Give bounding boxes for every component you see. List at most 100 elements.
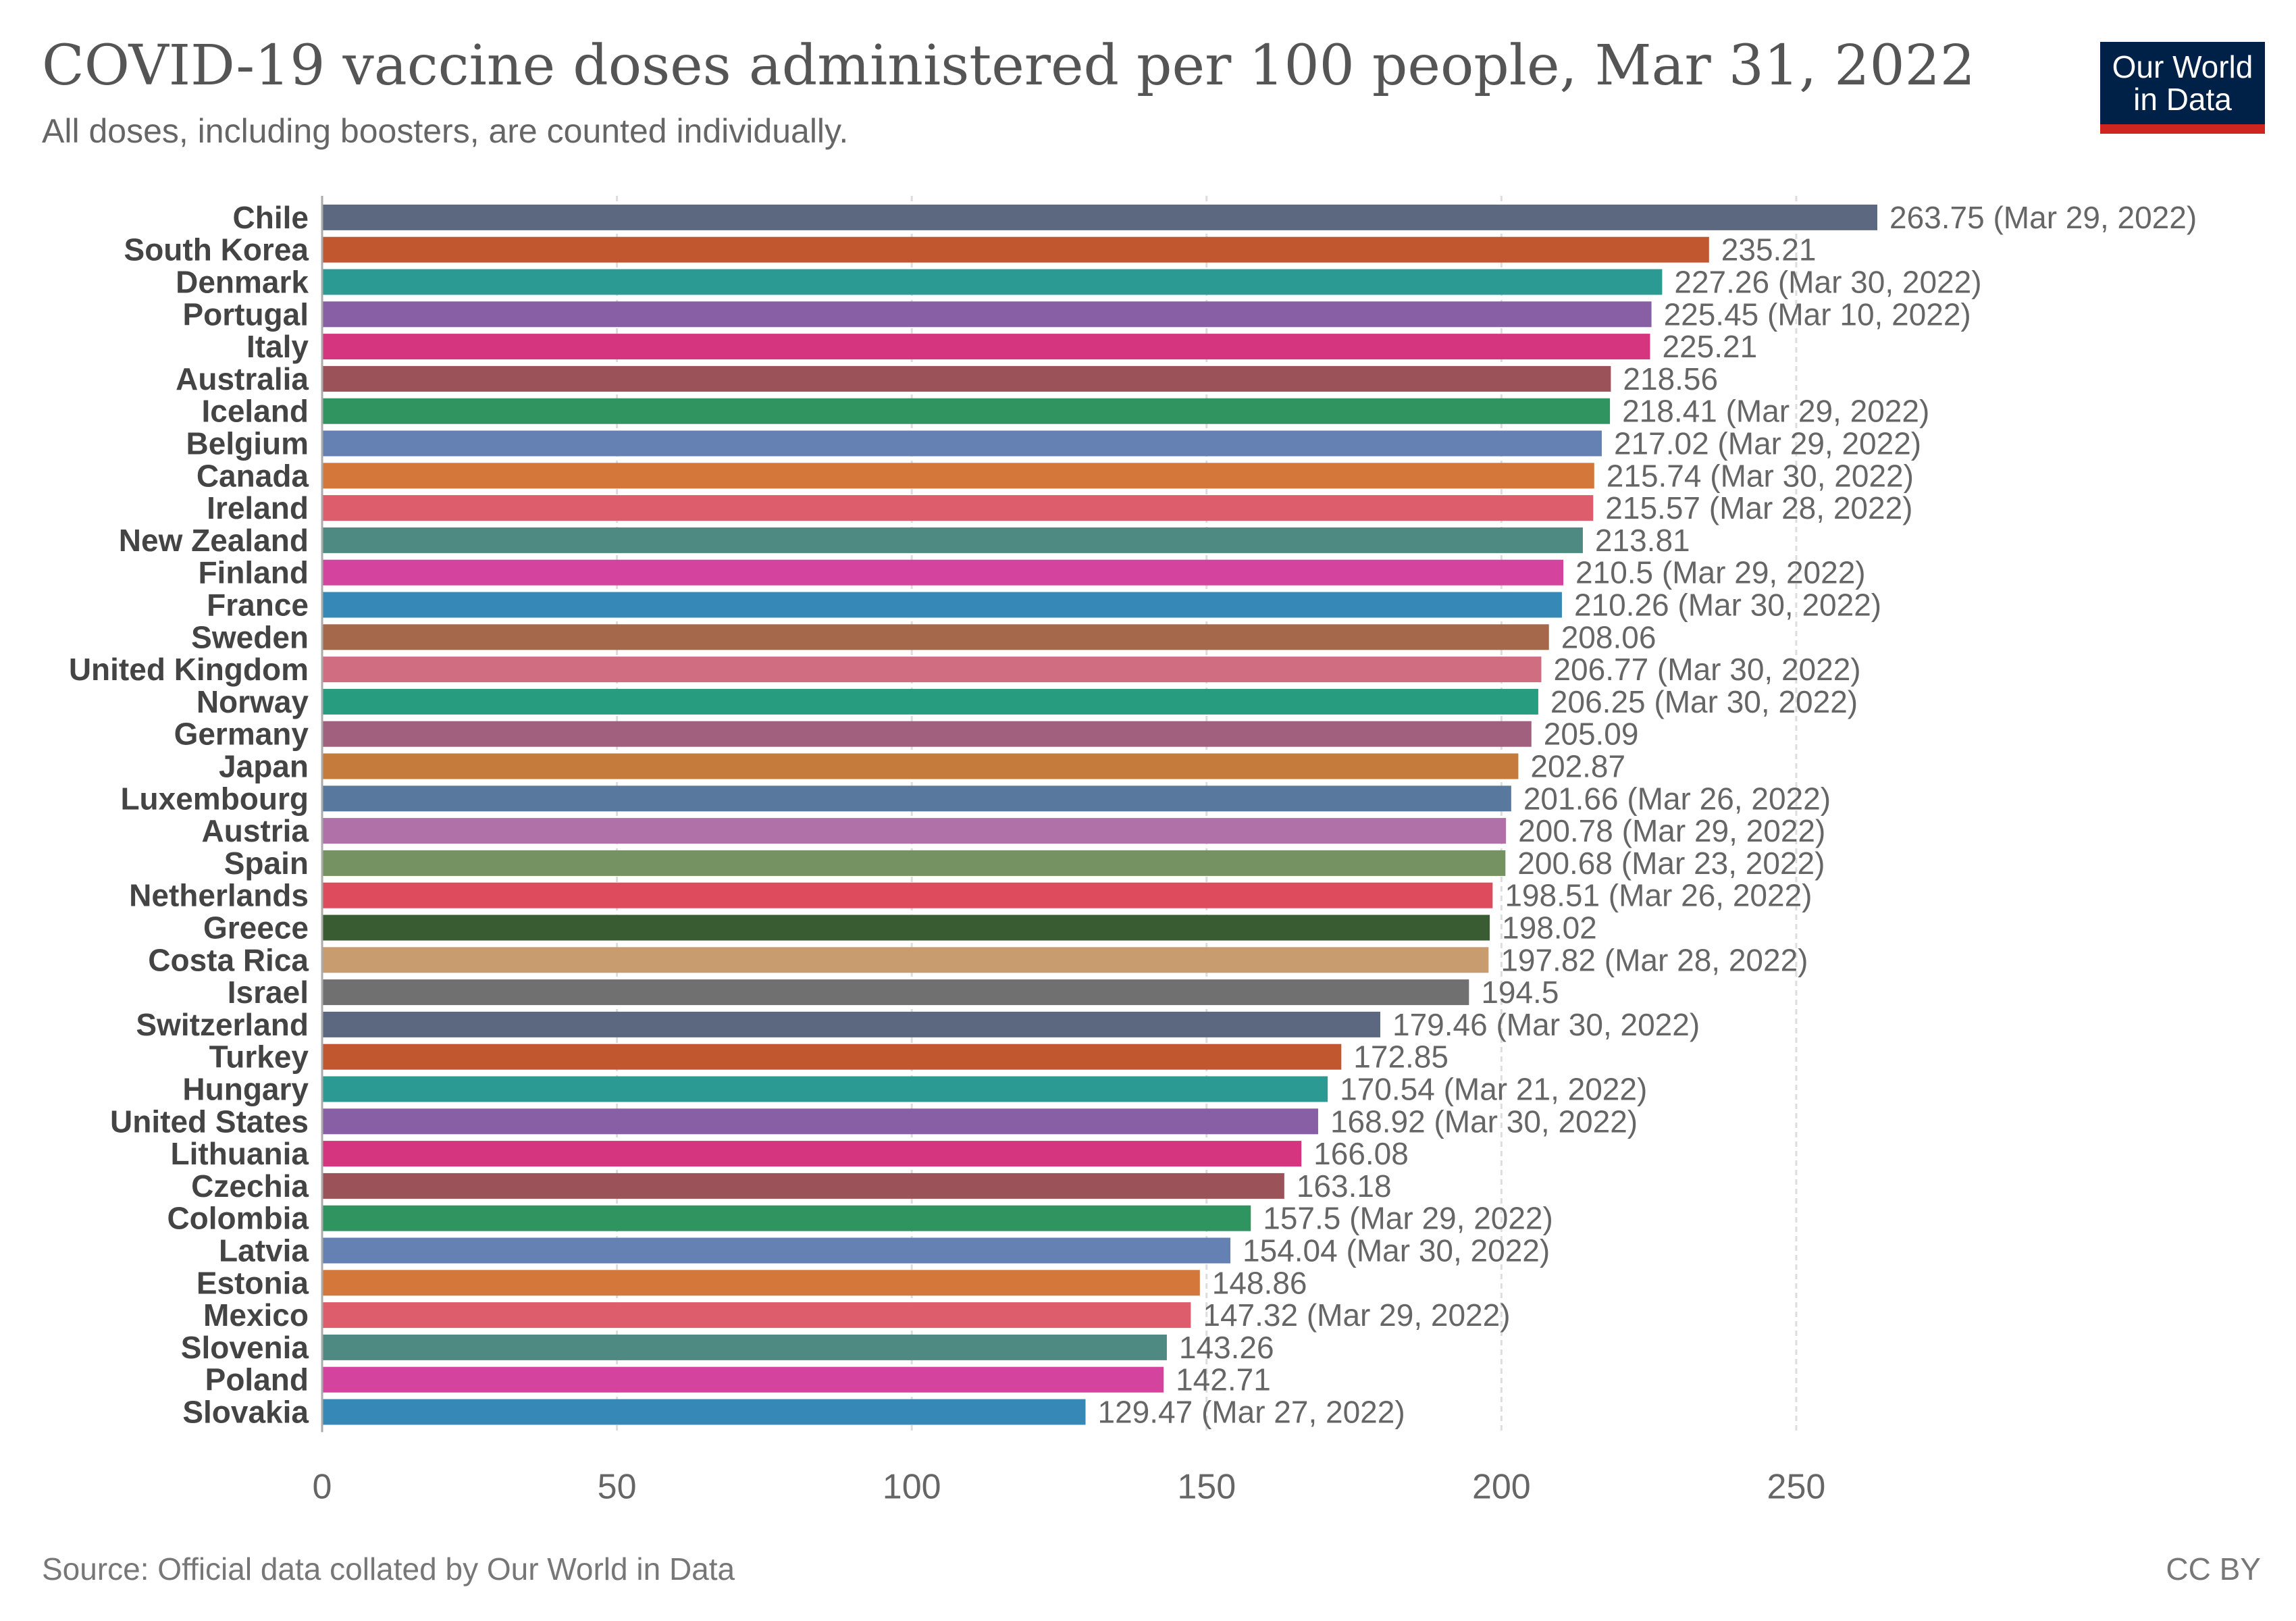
x-tick-label: 200: [1472, 1467, 1531, 1506]
logo-line-2: in Data: [2133, 82, 2232, 117]
bar: [322, 915, 1490, 941]
chart-title: COVID-19 vaccine doses administered per …: [42, 34, 1975, 98]
value-label: 213.81: [1595, 523, 1690, 558]
bar: [322, 1173, 1284, 1199]
value-label: 143.26: [1179, 1330, 1274, 1365]
category-label: Mexico: [203, 1297, 309, 1333]
category-label: Iceland: [201, 394, 309, 429]
value-label: 142.71: [1176, 1362, 1271, 1397]
bar: [322, 657, 1542, 683]
category-label: Switzerland: [136, 1007, 309, 1042]
bar: [322, 301, 1652, 328]
value-label: 168.92 (Mar 30, 2022): [1330, 1104, 1638, 1139]
bar: [322, 786, 1511, 812]
chart-subtitle: All doses, including boosters, are count…: [42, 112, 849, 150]
value-label: 205.09: [1544, 717, 1639, 752]
value-label: 206.77 (Mar 30, 2022): [1553, 652, 1860, 687]
value-label: 147.32 (Mar 29, 2022): [1203, 1297, 1510, 1333]
bar: [322, 365, 1611, 392]
value-label: 208.06: [1561, 619, 1656, 654]
value-label: 206.25 (Mar 30, 2022): [1550, 684, 1858, 719]
bar: [322, 979, 1469, 1006]
x-tick-label: 250: [1767, 1467, 1826, 1506]
category-label: New Zealand: [119, 523, 309, 558]
bar: [322, 204, 1877, 230]
category-label: Chile: [233, 200, 309, 235]
category-label: Canada: [197, 458, 309, 493]
value-label: 263.75 (Mar 29, 2022): [1889, 200, 2197, 235]
category-label: Latvia: [219, 1233, 309, 1268]
bar: [322, 947, 1489, 973]
value-label: 200.78 (Mar 29, 2022): [1518, 813, 1825, 848]
bar: [322, 495, 1594, 521]
value-label: 166.08: [1313, 1136, 1409, 1171]
category-label: Slovakia: [182, 1395, 309, 1430]
category-label: Portugal: [182, 297, 309, 332]
value-label: 210.26 (Mar 30, 2022): [1574, 588, 1881, 623]
value-label: 157.5 (Mar 29, 2022): [1263, 1201, 1553, 1236]
value-label: 129.47 (Mar 27, 2022): [1098, 1395, 1405, 1430]
value-label: 210.5 (Mar 29, 2022): [1575, 555, 1866, 590]
value-label: 235.21: [1721, 232, 1817, 267]
value-label: 197.82 (Mar 28, 2022): [1501, 942, 1808, 977]
x-tick-label: 100: [883, 1467, 941, 1506]
category-label: Netherlands: [129, 878, 309, 913]
category-label: Belgium: [186, 426, 309, 461]
x-tick-label: 0: [313, 1467, 332, 1506]
category-label: Colombia: [167, 1201, 309, 1236]
category-label: Denmark: [176, 265, 309, 300]
bar: [322, 1366, 1164, 1393]
bar: [322, 1044, 1342, 1070]
value-label: 194.5: [1481, 975, 1559, 1010]
category-label: Italy: [246, 329, 309, 364]
value-label: 218.41 (Mar 29, 2022): [1622, 394, 1929, 429]
x-tick-label: 150: [1177, 1467, 1236, 1506]
bar: [322, 624, 1549, 650]
value-label: 215.74 (Mar 30, 2022): [1607, 458, 1914, 493]
value-label: 215.57 (Mar 28, 2022): [1605, 490, 1912, 525]
category-label: Germany: [174, 717, 309, 752]
value-label: 172.85: [1353, 1039, 1449, 1075]
category-label: Australia: [176, 361, 309, 396]
value-label: 179.46 (Mar 30, 2022): [1392, 1007, 1700, 1042]
bar: [322, 850, 1506, 876]
category-label: Czechia: [191, 1168, 309, 1204]
category-label: Finland: [198, 555, 309, 590]
bar: [322, 1270, 1200, 1296]
category-label: Austria: [202, 813, 309, 848]
bar: [322, 688, 1538, 715]
category-label: Israel: [228, 975, 309, 1010]
value-label: 163.18: [1297, 1168, 1392, 1204]
bar: [322, 463, 1594, 489]
bar: [322, 753, 1519, 779]
value-label: 148.86: [1212, 1265, 1307, 1300]
category-label: Sweden: [191, 619, 309, 654]
category-label: Costa Rica: [148, 942, 309, 977]
owid-logo[interactable]: Our World in Data: [2100, 42, 2265, 134]
category-label: Turkey: [209, 1039, 309, 1075]
logo-line-1: Our World: [2112, 49, 2253, 84]
bar: [322, 1141, 1302, 1167]
value-label: 200.68 (Mar 23, 2022): [1517, 846, 1825, 881]
bar: [322, 334, 1650, 360]
bar: [322, 1302, 1191, 1329]
x-tick-label: 50: [598, 1467, 637, 1506]
category-label: Greece: [203, 910, 309, 946]
value-label: 154.04 (Mar 30, 2022): [1243, 1233, 1550, 1268]
value-label: 170.54 (Mar 21, 2022): [1340, 1072, 1647, 1107]
license-link[interactable]: CC BY: [2166, 1551, 2261, 1587]
bar: [322, 269, 1663, 295]
bar: [322, 1399, 1086, 1425]
value-label: 227.26 (Mar 30, 2022): [1674, 265, 1981, 300]
value-label: 202.87: [1530, 749, 1625, 784]
bar: [322, 882, 1493, 908]
category-label: Slovenia: [181, 1330, 309, 1365]
bar: [322, 721, 1532, 747]
bar: [322, 236, 1709, 263]
category-label: Luxembourg: [120, 781, 309, 816]
category-label: Hungary: [182, 1072, 309, 1107]
value-label: 198.51 (Mar 26, 2022): [1505, 878, 1812, 913]
category-label: Lithuania: [171, 1136, 309, 1171]
category-label: France: [207, 588, 309, 623]
